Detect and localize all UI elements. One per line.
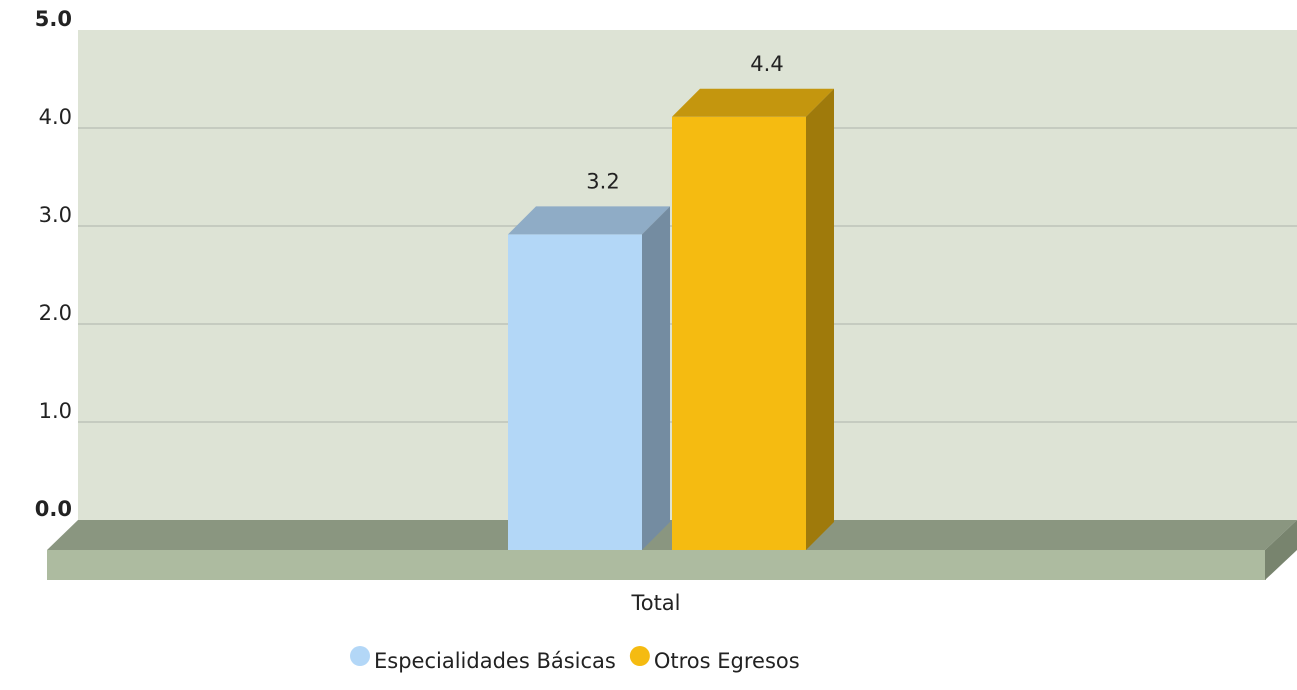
floor-front [47, 550, 1266, 580]
y-tick-label: 3.0 [39, 203, 72, 227]
bar-top [672, 88, 834, 117]
floor-side [1265, 520, 1297, 580]
bar [508, 206, 670, 550]
bar-front [672, 116, 806, 551]
y-tick-label: 2.0 [39, 301, 72, 325]
legend-swatch [629, 646, 650, 666]
data-label: 4.4 [750, 52, 783, 76]
bar-front [508, 234, 642, 550]
legend-swatch [350, 646, 370, 666]
bar-side [642, 206, 670, 550]
bar-top [508, 206, 670, 235]
y-tick-label: 5.0 [35, 7, 72, 31]
bar-side [806, 88, 834, 551]
legend-label: Especialidades Básicas [374, 649, 616, 673]
y-tick-label: 0.0 [35, 497, 72, 521]
x-tick-label: Total [630, 591, 680, 615]
y-tick-label: 1.0 [39, 399, 72, 423]
legend-label: Otros Egresos [654, 649, 800, 673]
y-tick-label: 4.0 [39, 105, 72, 129]
data-label: 3.2 [586, 169, 619, 193]
bar [672, 88, 834, 551]
